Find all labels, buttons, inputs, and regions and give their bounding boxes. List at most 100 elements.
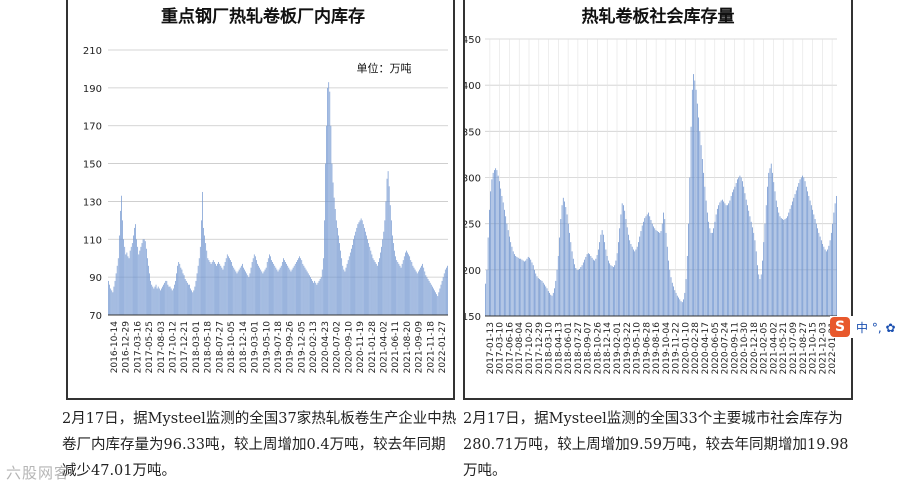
bar bbox=[317, 282, 319, 315]
bar bbox=[709, 228, 711, 316]
x-tick-label: 2019-05-10 bbox=[262, 321, 272, 374]
bar bbox=[406, 250, 407, 315]
bar bbox=[296, 262, 297, 315]
bar bbox=[284, 260, 285, 315]
bar bbox=[496, 170, 498, 316]
y-tick-label: 350 bbox=[465, 127, 481, 138]
bar bbox=[506, 223, 508, 316]
x-tick-label: 2017-03-16 bbox=[133, 321, 143, 374]
bar bbox=[807, 191, 808, 316]
bar bbox=[525, 260, 527, 316]
bar bbox=[790, 205, 792, 316]
bar bbox=[808, 195, 810, 316]
bar bbox=[521, 259, 523, 316]
bar bbox=[499, 181, 500, 316]
ime-status-text[interactable]: 中 °, ✿ bbox=[856, 320, 896, 335]
bar bbox=[777, 207, 778, 316]
bar bbox=[157, 286, 159, 315]
bar bbox=[767, 186, 768, 316]
ime-toolbar[interactable]: S 中 °, ✿ bbox=[830, 316, 900, 338]
bar bbox=[367, 239, 368, 315]
bar bbox=[312, 280, 313, 315]
bar bbox=[233, 267, 235, 315]
bar bbox=[718, 205, 720, 316]
bar bbox=[596, 255, 598, 316]
bar bbox=[711, 232, 713, 316]
y-tick-label: 90 bbox=[89, 273, 102, 284]
bar bbox=[411, 262, 413, 315]
bar bbox=[327, 87, 328, 315]
bar bbox=[639, 236, 641, 316]
bar bbox=[344, 271, 346, 315]
x-tick-label: 2019-11-22 bbox=[672, 322, 682, 374]
bar bbox=[161, 288, 162, 315]
bar bbox=[601, 230, 603, 316]
bar bbox=[576, 269, 578, 316]
bar bbox=[526, 258, 528, 316]
bar bbox=[570, 242, 572, 316]
bar bbox=[314, 280, 316, 315]
bar bbox=[597, 249, 599, 316]
bar bbox=[198, 258, 200, 315]
bar bbox=[378, 262, 379, 315]
bar bbox=[236, 273, 238, 315]
bar bbox=[640, 231, 642, 316]
bar bbox=[191, 290, 192, 315]
bar bbox=[740, 177, 742, 316]
bar bbox=[407, 252, 408, 315]
bar bbox=[738, 177, 740, 316]
bar bbox=[316, 284, 318, 315]
bar bbox=[785, 218, 787, 316]
bar bbox=[390, 220, 392, 315]
bar bbox=[266, 262, 268, 315]
bar bbox=[571, 251, 573, 316]
bar bbox=[249, 273, 251, 315]
bar bbox=[789, 208, 791, 316]
bar bbox=[303, 265, 305, 315]
y-tick-label: 250 bbox=[465, 220, 481, 231]
bar bbox=[510, 242, 512, 316]
bar bbox=[688, 223, 689, 316]
bar bbox=[609, 263, 611, 316]
bar bbox=[251, 262, 253, 315]
bar bbox=[257, 263, 258, 315]
bar bbox=[207, 258, 209, 315]
bar bbox=[320, 277, 322, 315]
bar bbox=[209, 262, 211, 315]
bar bbox=[758, 274, 760, 316]
bar bbox=[399, 265, 401, 315]
bar bbox=[804, 181, 806, 316]
bar bbox=[439, 288, 441, 315]
bar bbox=[326, 125, 327, 316]
bar bbox=[113, 286, 115, 315]
bar bbox=[216, 265, 217, 315]
x-tick-label: 2020-11-19 bbox=[356, 321, 366, 374]
bar bbox=[432, 286, 433, 315]
bar bbox=[250, 267, 252, 315]
bar bbox=[822, 243, 823, 316]
bar bbox=[675, 292, 677, 316]
bar bbox=[232, 265, 234, 315]
bar bbox=[631, 246, 633, 316]
bar bbox=[517, 257, 519, 316]
bar bbox=[289, 269, 291, 315]
bar bbox=[487, 237, 489, 316]
bar bbox=[123, 239, 124, 315]
ime-logo-icon[interactable]: S bbox=[830, 317, 850, 337]
bar bbox=[333, 197, 335, 315]
bar bbox=[643, 221, 644, 316]
x-tick-label: 2020-04-17 bbox=[701, 322, 711, 374]
bar bbox=[589, 254, 590, 316]
x-tick-label: 2017-08-04 bbox=[515, 322, 525, 375]
bar bbox=[182, 273, 184, 315]
x-tick-label: 2022-01-27 bbox=[438, 321, 448, 373]
bar bbox=[733, 189, 735, 316]
bar bbox=[747, 205, 748, 316]
bar bbox=[824, 249, 826, 316]
bar bbox=[359, 220, 361, 315]
bar bbox=[551, 295, 553, 316]
bar bbox=[180, 267, 182, 315]
x-tick-label: 2017-10-20 bbox=[525, 322, 535, 375]
bar bbox=[668, 260, 669, 316]
bar bbox=[584, 259, 585, 316]
